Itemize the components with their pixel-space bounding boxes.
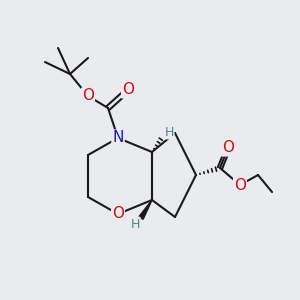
- Text: O: O: [222, 140, 234, 155]
- Text: O: O: [82, 88, 94, 104]
- Text: O: O: [234, 178, 246, 193]
- Text: O: O: [122, 82, 134, 98]
- Text: N: N: [112, 130, 124, 146]
- Text: H: H: [130, 218, 140, 230]
- Text: O: O: [112, 206, 124, 221]
- Text: H: H: [164, 125, 174, 139]
- Polygon shape: [139, 200, 152, 219]
